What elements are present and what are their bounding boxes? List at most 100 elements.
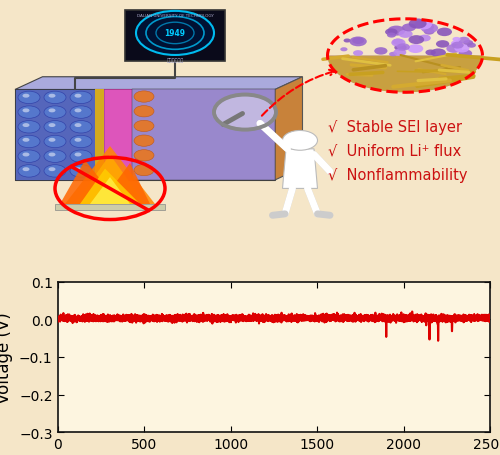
Circle shape [458, 38, 469, 44]
Circle shape [134, 91, 154, 103]
Circle shape [48, 138, 56, 142]
Polygon shape [328, 56, 482, 93]
Circle shape [22, 109, 30, 113]
Circle shape [44, 121, 66, 134]
Circle shape [74, 168, 82, 172]
Circle shape [214, 96, 276, 130]
Polygon shape [282, 150, 318, 189]
Circle shape [463, 41, 473, 46]
Circle shape [389, 53, 397, 57]
Circle shape [134, 106, 154, 118]
Circle shape [344, 40, 350, 43]
Circle shape [282, 131, 318, 151]
Circle shape [467, 44, 476, 49]
Circle shape [408, 20, 426, 30]
Circle shape [454, 45, 469, 53]
Circle shape [388, 26, 406, 36]
Circle shape [424, 30, 434, 35]
Polygon shape [95, 90, 104, 181]
Circle shape [353, 51, 363, 57]
Circle shape [44, 92, 66, 104]
Circle shape [385, 29, 398, 36]
Circle shape [48, 124, 56, 128]
Circle shape [398, 31, 412, 39]
Circle shape [426, 51, 436, 56]
Circle shape [18, 136, 40, 148]
Polygon shape [65, 147, 155, 205]
Circle shape [44, 151, 66, 163]
Circle shape [70, 92, 92, 104]
Polygon shape [100, 164, 150, 205]
Circle shape [74, 124, 82, 128]
Circle shape [134, 165, 154, 177]
Circle shape [392, 40, 406, 48]
Circle shape [340, 48, 347, 52]
Circle shape [458, 51, 472, 58]
Circle shape [70, 121, 92, 134]
Polygon shape [104, 90, 132, 181]
Circle shape [387, 33, 396, 39]
Circle shape [421, 24, 434, 31]
Polygon shape [15, 90, 275, 181]
Circle shape [70, 151, 92, 163]
Circle shape [134, 121, 154, 132]
Circle shape [452, 43, 464, 50]
Circle shape [350, 37, 367, 47]
Circle shape [135, 11, 215, 56]
Circle shape [44, 165, 66, 178]
Circle shape [70, 165, 92, 178]
Circle shape [18, 106, 40, 119]
Circle shape [446, 45, 462, 54]
Circle shape [408, 45, 424, 54]
Circle shape [436, 41, 450, 49]
Circle shape [437, 29, 452, 37]
Circle shape [134, 136, 154, 147]
FancyBboxPatch shape [125, 11, 225, 62]
Circle shape [70, 136, 92, 148]
Polygon shape [75, 155, 145, 205]
Circle shape [452, 38, 460, 42]
Polygon shape [55, 205, 165, 210]
Text: √  Stable SEI layer: √ Stable SEI layer [328, 120, 462, 134]
Circle shape [70, 106, 92, 119]
Circle shape [18, 165, 40, 178]
Circle shape [22, 153, 30, 157]
Circle shape [408, 36, 424, 45]
Circle shape [414, 20, 432, 30]
Polygon shape [328, 56, 482, 93]
Circle shape [74, 109, 82, 113]
Circle shape [74, 138, 82, 142]
Polygon shape [15, 90, 95, 181]
Text: 1949: 1949 [164, 30, 186, 38]
Circle shape [421, 24, 438, 34]
Y-axis label: Voltage (V): Voltage (V) [0, 311, 14, 403]
Circle shape [451, 41, 462, 47]
Circle shape [18, 92, 40, 104]
Polygon shape [60, 161, 120, 205]
Text: 大连理工大学: 大连理工大学 [166, 58, 184, 63]
Circle shape [48, 109, 56, 113]
Circle shape [18, 121, 40, 134]
Polygon shape [80, 169, 140, 205]
Circle shape [374, 48, 388, 56]
Circle shape [44, 106, 66, 119]
Circle shape [430, 49, 446, 58]
Circle shape [402, 25, 416, 32]
Circle shape [74, 95, 82, 98]
Circle shape [48, 168, 56, 172]
Circle shape [408, 25, 418, 29]
Circle shape [22, 168, 30, 172]
Text: √  Uniform Li⁺ flux: √ Uniform Li⁺ flux [328, 143, 461, 158]
Circle shape [48, 95, 56, 98]
Circle shape [44, 136, 66, 148]
Circle shape [22, 138, 30, 142]
Circle shape [22, 95, 30, 98]
Circle shape [48, 153, 56, 157]
Polygon shape [275, 77, 302, 181]
Circle shape [74, 153, 82, 157]
Circle shape [392, 40, 404, 46]
Text: DALIAN UNIVERSITY OF TECHNOLOGY: DALIAN UNIVERSITY OF TECHNOLOGY [136, 14, 214, 17]
Circle shape [18, 151, 40, 163]
Circle shape [352, 38, 364, 45]
Circle shape [394, 50, 406, 57]
